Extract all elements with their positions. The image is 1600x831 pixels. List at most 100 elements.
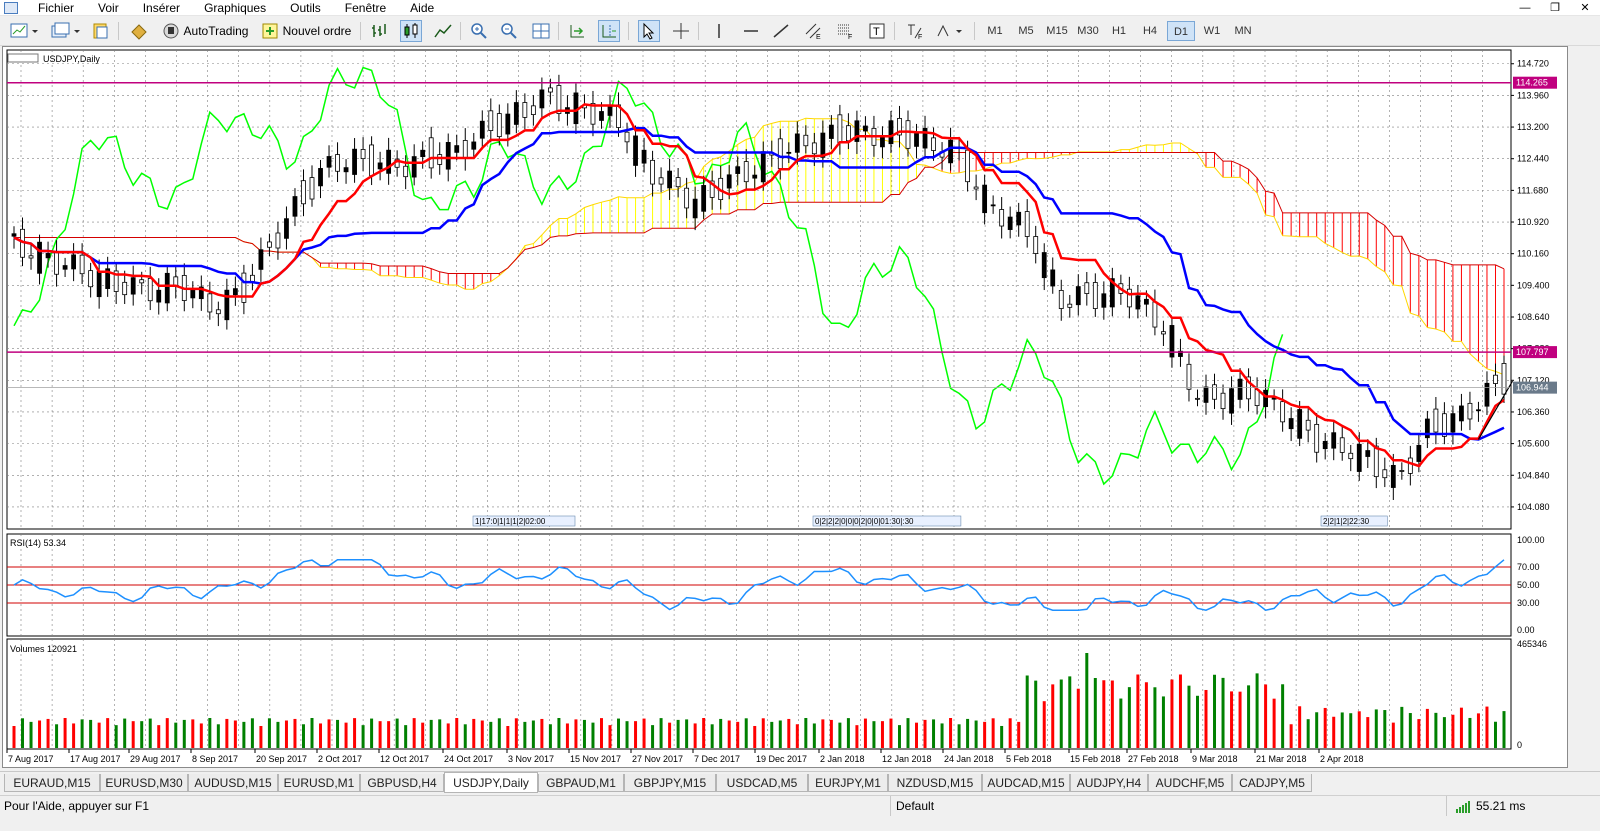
menu-item-insérer[interactable]: Insérer <box>142 0 181 15</box>
close-icon[interactable]: ✕ <box>1580 2 1590 14</box>
svg-text:E: E <box>816 34 821 40</box>
date-tick-label: 21 Mar 2018 <box>1256 754 1307 764</box>
vertical-line-icon[interactable] <box>708 20 730 42</box>
crosshair-icon[interactable] <box>670 20 692 42</box>
zoom-in-icon[interactable] <box>468 20 490 42</box>
tab-audcad-m15[interactable]: AUDCAD,M15 <box>982 774 1070 792</box>
event-marker-box[interactable] <box>472 515 576 527</box>
candle-body <box>224 289 230 321</box>
tab-euraud-m15[interactable]: EURAUD,M15 <box>4 774 100 792</box>
date-tick-label: 19 Dec 2017 <box>756 754 807 764</box>
svg-text:F: F <box>918 34 922 40</box>
chart-canvas[interactable]: 114.720 113.960 113.200 112.440 111.680 110.9… <box>3 47 1567 767</box>
tab-eurjpy-m1[interactable]: EURJPY,M1 <box>808 774 888 792</box>
date-tick-label: 27 Nov 2017 <box>632 754 683 764</box>
tile-windows-icon[interactable] <box>530 20 552 42</box>
candle-body <box>454 145 460 153</box>
line-chart-button[interactable] <box>432 20 454 42</box>
equidistant-channel-icon[interactable]: E <box>802 20 824 42</box>
tab-audjpy-h4[interactable]: AUDJPY,H4 <box>1070 774 1148 792</box>
bar-chart-button[interactable] <box>368 20 390 42</box>
candle-body <box>726 174 732 189</box>
candle-body <box>96 270 102 298</box>
date-tick-label: 27 Feb 2018 <box>1128 754 1179 764</box>
new-order-button[interactable]: Nouvel ordre <box>258 20 354 42</box>
market-watch-icon[interactable] <box>128 20 150 42</box>
shapes-dropdown[interactable] <box>934 20 968 42</box>
tab-gbpjpy-m15[interactable]: GBPJPY,M15 <box>624 774 716 792</box>
candle-body <box>1050 269 1056 287</box>
restore-icon[interactable]: ❐ <box>1550 2 1560 14</box>
autoscroll-icon[interactable] <box>566 20 588 42</box>
new-chart-button[interactable] <box>8 20 42 42</box>
timeframe-m1[interactable]: M1 <box>987 25 1003 37</box>
candle-body <box>522 102 528 118</box>
svg-text:T: T <box>873 26 880 38</box>
timeframe-m15[interactable]: M15 <box>1046 25 1068 37</box>
minimize-icon[interactable]: — <box>1519 2 1531 14</box>
arrows-icon[interactable]: F <box>904 20 926 42</box>
chart-window[interactable]: 114.720 113.960 113.200 112.440 111.680 110.9… <box>2 46 1568 768</box>
tab-cadjpy-m5[interactable]: CADJPY,M5 <box>1232 774 1312 792</box>
price-level-badge <box>1513 346 1557 359</box>
timeframe-mn[interactable]: MN <box>1234 25 1252 37</box>
tab-usdcad-m5[interactable]: USDCAD,M5 <box>716 774 808 792</box>
tab-usdjpy-daily[interactable]: USDJPY,Daily <box>444 772 538 793</box>
volume-pane[interactable] <box>6 638 1512 750</box>
timeframe-w1[interactable]: W1 <box>1203 25 1221 37</box>
new-order-label: Nouvel ordre <box>282 24 352 38</box>
timeframe-h4[interactable]: H4 <box>1142 25 1158 37</box>
candle-body <box>1229 388 1234 414</box>
tab-audchf-m5[interactable]: AUDCHF,M5 <box>1148 774 1232 792</box>
candle-body <box>462 140 468 159</box>
candle-body <box>1288 418 1294 430</box>
candle-body <box>428 137 434 169</box>
templates-button[interactable] <box>90 20 112 42</box>
timeframe-m30[interactable]: M30 <box>1077 25 1099 37</box>
menu-item-fichier[interactable]: Fichier <box>38 0 75 15</box>
horizontal-line-icon[interactable] <box>740 20 762 42</box>
tab-audusd-m15[interactable]: AUDUSD,M15 <box>188 774 278 792</box>
event-marker-box[interactable] <box>1320 515 1388 527</box>
menu-item-fenêtre[interactable]: Fenêtre <box>344 0 387 15</box>
zoom-out-icon[interactable] <box>498 20 520 42</box>
candle-body <box>1331 432 1337 449</box>
tab-eurusd-m1[interactable]: EURUSD,M1 <box>278 774 360 792</box>
chart-shift-icon[interactable] <box>598 20 620 42</box>
candle-body <box>1263 389 1268 408</box>
app-icon[interactable] <box>4 1 18 14</box>
candle-body <box>846 125 851 142</box>
chart-menu-icon[interactable] <box>7 53 39 63</box>
timeframe-d1[interactable]: D1 <box>1167 21 1195 41</box>
tab-gbpusd-h4[interactable]: GBPUSD,H4 <box>360 774 444 792</box>
tab-gbpaud-m1[interactable]: GBPAUD,M1 <box>538 774 624 792</box>
candle-body <box>794 133 800 153</box>
chikou-span-line <box>13 66 1284 486</box>
trendline-icon[interactable] <box>770 20 792 42</box>
candlestick-button[interactable] <box>400 20 422 42</box>
candle-body <box>1186 363 1192 390</box>
profiles-button[interactable] <box>48 20 82 42</box>
tab-nzdusd-m15[interactable]: NZDUSD,M15 <box>888 774 982 792</box>
fibonacci-icon[interactable]: F <box>834 20 856 42</box>
timeframe-h1[interactable]: H1 <box>1111 25 1127 37</box>
event-marker-box[interactable] <box>812 515 962 527</box>
menu-item-outils[interactable]: Outils <box>290 0 321 15</box>
candle-body <box>309 177 315 200</box>
date-tick-label: 2 Apr 2018 <box>1320 754 1364 764</box>
candle-body <box>709 180 715 198</box>
text-icon[interactable]: T <box>866 20 888 42</box>
tab-eurusd-m30[interactable]: EURUSD,M30 <box>100 774 188 792</box>
timeframe-m5[interactable]: M5 <box>1018 25 1034 37</box>
cursor-icon[interactable] <box>638 20 660 42</box>
candle-body <box>1135 295 1141 310</box>
candle-body <box>948 139 953 164</box>
candle-body <box>1280 401 1286 423</box>
autotrading-button[interactable]: AutoTrading <box>158 20 252 42</box>
candle-body <box>45 253 51 259</box>
menu-item-graphiques[interactable]: Graphiques <box>204 0 267 15</box>
menu-item-voir[interactable]: Voir <box>98 0 119 15</box>
chart-tabs: EURAUD,M15 EURUSD,M30 AUDUSD,M15 EURUSD,M1 G… <box>0 771 1600 793</box>
menu-item-aide[interactable]: Aide <box>410 0 435 15</box>
candle-body <box>1424 418 1430 439</box>
